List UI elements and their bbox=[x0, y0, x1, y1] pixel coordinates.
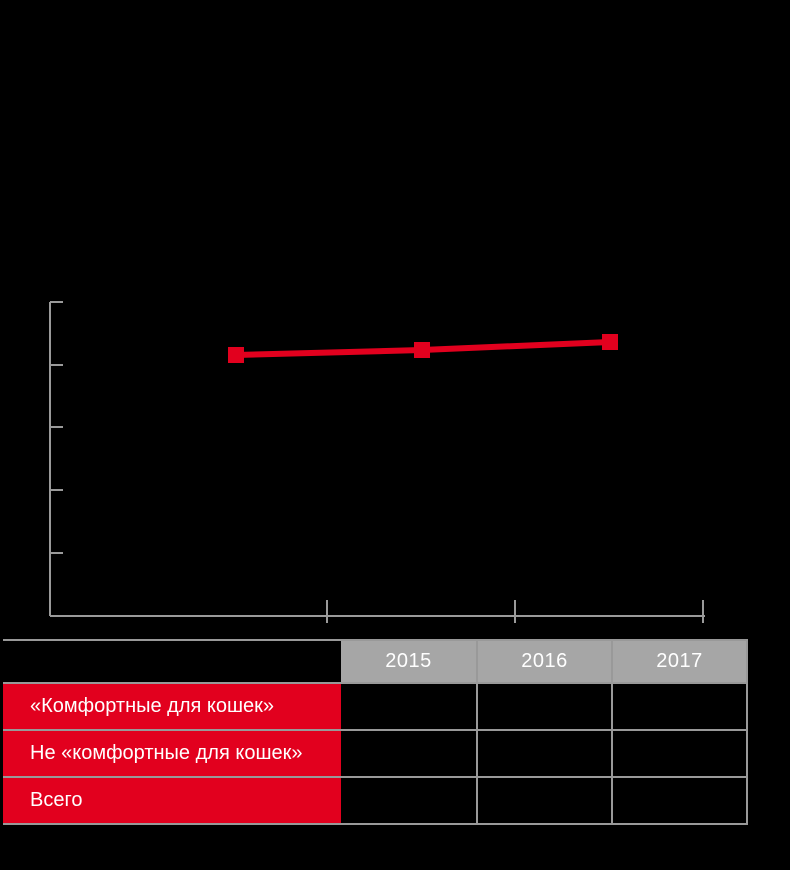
table-corner-cell bbox=[3, 640, 341, 683]
series-marker bbox=[602, 334, 618, 350]
data-table: 2015 2016 2017 «Комфортные для кошек» Не… bbox=[3, 639, 748, 825]
table-header-2017: 2017 bbox=[611, 640, 747, 683]
table-cell bbox=[476, 730, 612, 777]
table-header-2016: 2016 bbox=[476, 640, 612, 683]
row-label-not-comfortable: Не «комфортные для кошек» bbox=[3, 730, 341, 777]
table-cell bbox=[476, 683, 612, 730]
row-label-comfortable: «Комфортные для кошек» bbox=[3, 683, 341, 730]
table-cell bbox=[611, 730, 747, 777]
table-cell bbox=[476, 777, 612, 824]
table-header-2015: 2015 bbox=[341, 640, 477, 683]
table-row: Всего bbox=[3, 777, 747, 824]
row-label-total: Всего bbox=[3, 777, 341, 824]
table-row: Не «комфортные для кошек» bbox=[3, 730, 747, 777]
line-chart bbox=[49, 301, 705, 623]
table-cell bbox=[341, 777, 477, 824]
table-cell bbox=[611, 777, 747, 824]
table-cell bbox=[341, 683, 477, 730]
table-cell bbox=[611, 683, 747, 730]
series-marker bbox=[228, 347, 244, 363]
table-header-row: 2015 2016 2017 bbox=[3, 640, 747, 683]
table-cell bbox=[341, 730, 477, 777]
series-marker bbox=[414, 342, 430, 358]
table-row: «Комфортные для кошек» bbox=[3, 683, 747, 730]
